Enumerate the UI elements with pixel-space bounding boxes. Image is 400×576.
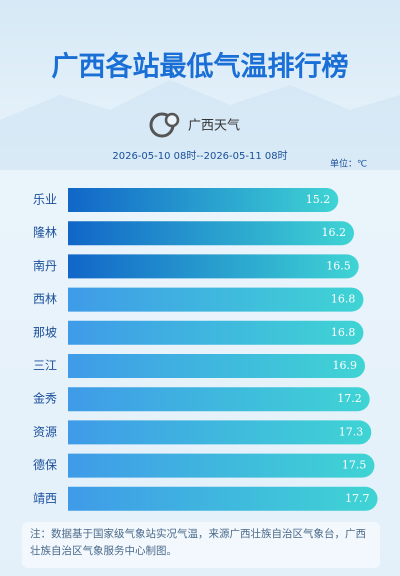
- bar: [68, 320, 364, 345]
- value-label: 16.8: [331, 326, 356, 339]
- logo: [149, 112, 180, 138]
- value-label: 17.7: [345, 492, 370, 505]
- category-label: 资源: [33, 425, 57, 439]
- chart-title: 广西各站最低气温排行榜: [52, 51, 349, 83]
- subtitle: 2026-05-10 08时--2026-05-11 08时: [112, 150, 287, 162]
- note-wrap: 注：数据基于国家级气象站实况气温，来源广西壮族自治区气象台，广西壮族自治区气象服…: [30, 528, 366, 557]
- bar: [68, 387, 370, 412]
- value-label: 16.8: [331, 293, 356, 306]
- bar: [68, 188, 339, 212]
- bar: [68, 486, 378, 511]
- value-label: 16.9: [333, 359, 358, 372]
- category-label: 隆林: [33, 225, 57, 240]
- bar: [68, 221, 354, 246]
- bar: [68, 420, 372, 445]
- value-label: 15.2: [306, 193, 331, 206]
- category-label: 三江: [33, 359, 57, 373]
- bar: [68, 354, 365, 378]
- category-label: 南丹: [33, 258, 57, 273]
- bar: [68, 453, 375, 478]
- mountains: [0, 80, 400, 170]
- category-label: 金秀: [33, 391, 57, 406]
- category-label: 那坡: [33, 325, 57, 339]
- category-label: 德保: [33, 457, 57, 472]
- note: 注：数据基于国家级气象站实况气温，来源广西壮族自治区气象台，广西壮族自治区气象服…: [30, 528, 366, 557]
- value-label: 17.5: [342, 459, 367, 472]
- unit-label: 单位：℃: [330, 158, 367, 170]
- category-label: 西林: [33, 292, 57, 306]
- category-label: 靖西: [33, 491, 57, 505]
- note-box: [22, 522, 380, 568]
- value-label: 17.3: [339, 425, 364, 438]
- value-label: 17.2: [337, 392, 362, 405]
- category-label: 乐业: [33, 193, 57, 207]
- bar: [68, 287, 364, 312]
- value-label: 16.2: [322, 226, 347, 239]
- bar: [68, 254, 359, 279]
- logo-text: 广西天气: [188, 118, 240, 134]
- value-label: 16.5: [326, 259, 351, 272]
